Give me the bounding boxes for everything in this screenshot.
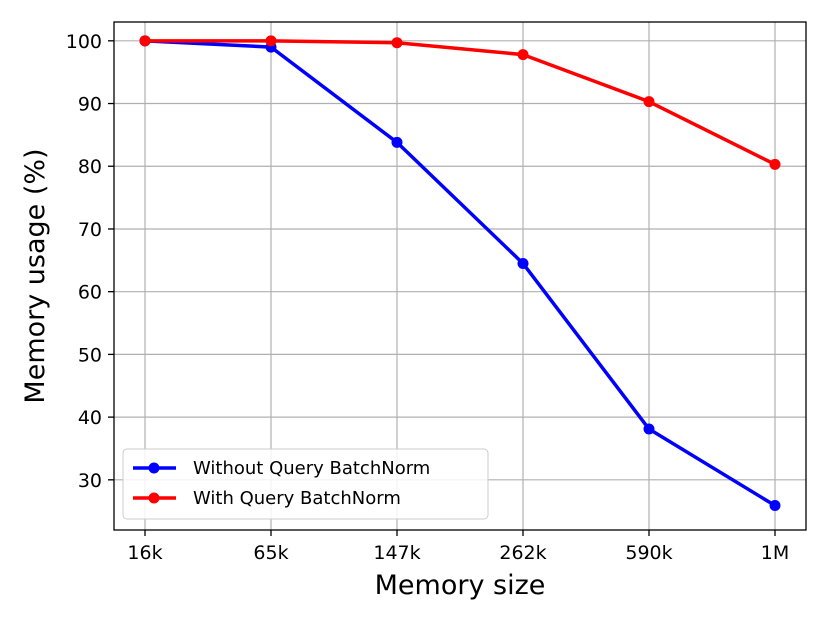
series-line-1 xyxy=(143,39,777,167)
series-line-0 xyxy=(143,39,777,508)
data-point xyxy=(643,423,655,435)
x-tick-label: 65k xyxy=(253,542,288,564)
x-tick-label: 16k xyxy=(127,542,162,564)
x-tick-label: 262k xyxy=(499,542,546,564)
axis-ticks: 16k 65k 147k 262k 590k 1M 30 40 50 60 70 80 90 100 xyxy=(66,31,790,564)
data-point xyxy=(139,35,151,47)
legend-label-without: Without Query BatchNorm xyxy=(193,458,430,479)
legend-marker-without xyxy=(148,462,160,474)
data-point xyxy=(517,257,529,269)
legend-label-with: With Query BatchNorm xyxy=(193,488,401,509)
y-tick-label: 70 xyxy=(78,219,102,241)
data-point xyxy=(517,49,529,61)
series-layer xyxy=(139,35,781,512)
y-tick-label: 50 xyxy=(78,344,102,366)
y-tick-label: 90 xyxy=(78,94,102,116)
data-point xyxy=(391,136,403,148)
y-tick-label: 30 xyxy=(78,470,102,492)
y-tick-label: 60 xyxy=(78,282,102,304)
data-point xyxy=(769,500,781,512)
legend: Without Query BatchNorm With Query Batch… xyxy=(122,448,489,520)
y-tick-label: 80 xyxy=(78,156,102,178)
x-tick-label: 147k xyxy=(373,542,420,564)
y-tick-label: 100 xyxy=(66,31,102,53)
x-tick-label: 590k xyxy=(625,542,672,564)
data-point xyxy=(643,96,655,108)
plot-frame xyxy=(113,21,807,531)
data-point xyxy=(391,37,403,49)
y-axis-label: Memory usage (%) xyxy=(20,148,51,403)
grid xyxy=(114,22,806,530)
legend-marker-with xyxy=(148,492,160,504)
x-tick-label: 1M xyxy=(761,542,789,564)
data-point xyxy=(769,158,781,170)
data-point xyxy=(265,35,277,47)
x-axis-label: Memory size xyxy=(375,570,546,601)
y-tick-label: 40 xyxy=(78,407,102,429)
legend-box xyxy=(122,448,489,520)
